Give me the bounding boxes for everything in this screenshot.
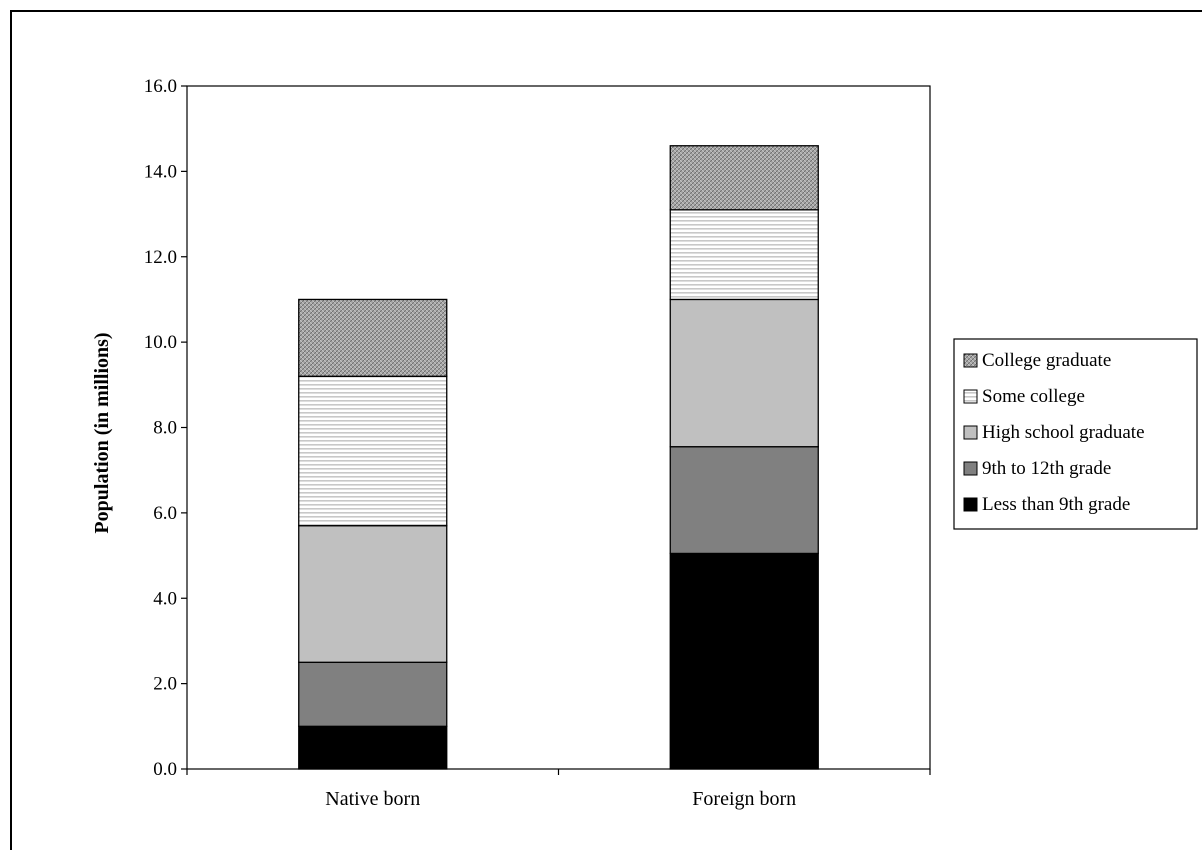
y-tick-label: 14.0 — [144, 161, 177, 182]
legend-box — [953, 338, 1198, 530]
bar-segment — [669, 209, 819, 301]
y-tick-label: 2.0 — [153, 674, 177, 695]
y-tick-label: 12.0 — [144, 247, 177, 268]
legend-label: 9th to 12th grade — [982, 458, 1111, 479]
bar-group — [298, 145, 819, 770]
legend-label: Some college — [982, 386, 1085, 407]
legend-swatch — [963, 497, 978, 512]
y-tick-label: 8.0 — [153, 418, 177, 439]
y-tick-label: 4.0 — [153, 588, 177, 609]
legend: College graduate Some college High school … — [953, 338, 1198, 530]
y-axis-label: Population (in millions) — [91, 332, 113, 533]
legend-swatch — [963, 389, 978, 404]
x-tick-label: Foreign born — [692, 788, 796, 810]
bar-segment — [669, 446, 819, 555]
bar-segment — [298, 525, 448, 663]
y-tick-label: 10.0 — [144, 332, 177, 353]
y-tick-label: 6.0 — [153, 503, 177, 524]
bar-segment — [298, 298, 448, 377]
legend-swatch — [963, 425, 978, 440]
bar-segment — [669, 145, 819, 211]
bar-segment — [298, 661, 448, 727]
bar-segment — [669, 298, 819, 448]
bar-segment — [298, 725, 448, 770]
x-tick-label: Native born — [325, 788, 420, 810]
legend-label: Less than 9th grade — [982, 494, 1130, 515]
bar-segment — [298, 375, 448, 527]
legend-swatch — [963, 353, 978, 368]
legend-label: High school graduate — [982, 422, 1145, 443]
legend-label: College graduate — [982, 350, 1111, 371]
category-labels: Native born Foreign born — [325, 788, 796, 810]
bar-segment — [669, 552, 819, 770]
y-tick-label: 16.0 — [144, 76, 177, 97]
chart-frame — [10, 10, 1202, 850]
y-tick-label: 0.0 — [153, 759, 177, 780]
chart-axes: 0.0 2.0 4.0 6.0 8.0 10.0 12.0 14.0 16.0 — [144, 76, 931, 780]
legend-swatch — [963, 461, 978, 476]
